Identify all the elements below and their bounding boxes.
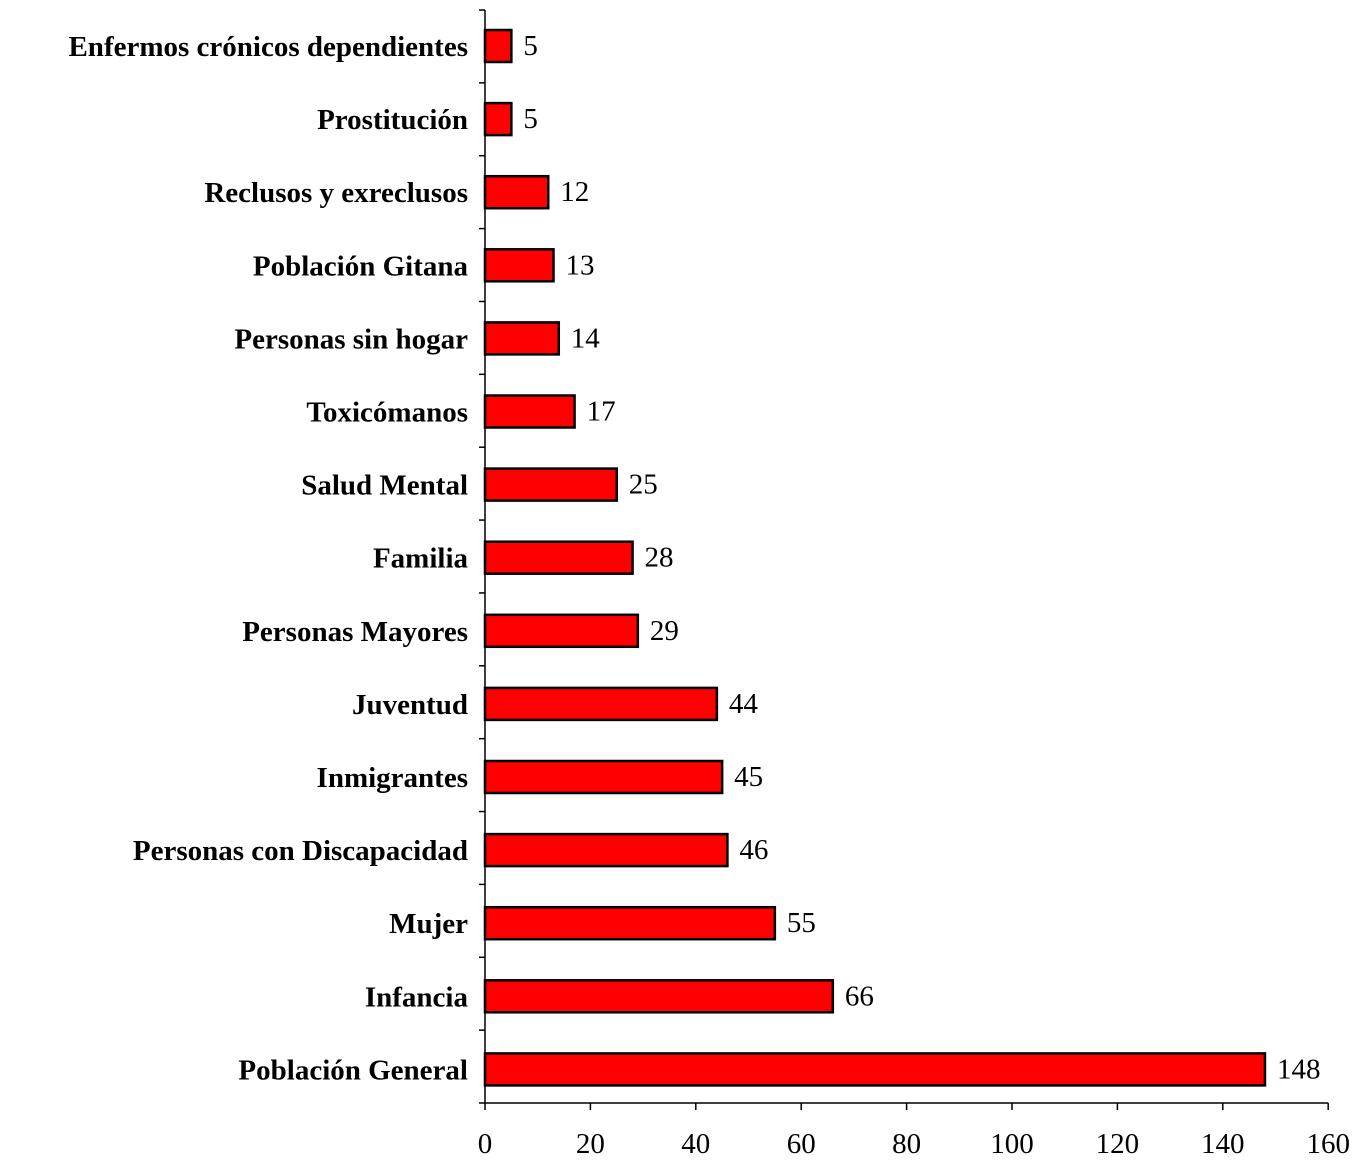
value-tick-label: 100 — [990, 1128, 1034, 1160]
bar — [483, 248, 555, 283]
bar — [483, 321, 561, 356]
bar — [483, 979, 835, 1014]
value-label: 55 — [787, 907, 816, 939]
category-label: Prostitución — [317, 104, 468, 136]
value-label: 45 — [734, 761, 763, 793]
category-label: Personas sin hogar — [234, 323, 468, 355]
bar — [483, 1052, 1267, 1087]
value-label: 17 — [587, 396, 616, 428]
category-label: Población Gitana — [253, 250, 469, 282]
category-label: Mujer — [389, 908, 468, 940]
value-label: 25 — [629, 469, 658, 501]
bar — [483, 613, 640, 649]
category-label: Juventud — [352, 689, 468, 721]
category-label: Población General — [238, 1054, 468, 1086]
value-tick-label: 40 — [681, 1128, 710, 1160]
category-label: Inmigrantes — [317, 762, 468, 794]
value-tick-label: 20 — [576, 1128, 605, 1160]
category-label: Reclusos y exreclusos — [204, 177, 468, 209]
value-label: 5 — [523, 103, 538, 135]
bar — [483, 832, 729, 868]
bar — [483, 540, 634, 575]
bar — [483, 101, 513, 137]
category-label: Familia — [373, 543, 469, 575]
bar — [483, 905, 777, 941]
category-label: Personas Mayores — [242, 616, 468, 648]
category-label: Enfermos crónicos dependientes — [68, 31, 468, 63]
value-label: 5 — [523, 30, 538, 62]
category-label: Personas con Discapacidad — [133, 835, 468, 867]
value-label: 44 — [729, 688, 759, 720]
value-label: 13 — [566, 249, 595, 281]
bar — [483, 467, 618, 502]
bar — [483, 394, 576, 429]
value-label: 28 — [645, 542, 674, 574]
category-labels: Población General Infancia Mujer Personas c… — [68, 31, 468, 1086]
bar — [483, 759, 724, 795]
bar — [483, 174, 550, 210]
value-tick-label: 60 — [787, 1128, 816, 1160]
value-label: 29 — [650, 615, 679, 647]
value-label: 66 — [845, 980, 874, 1012]
value-label: 14 — [571, 322, 601, 354]
value-label: 46 — [739, 834, 768, 866]
axes: 0 20 40 60 80 100 120 140 160 — [478, 9, 1350, 1160]
value-label: 12 — [560, 176, 589, 208]
value-tick-label: 140 — [1201, 1128, 1245, 1160]
value-tick-label: 120 — [1096, 1128, 1140, 1160]
value-tick-label: 80 — [892, 1128, 921, 1160]
bar — [483, 28, 513, 64]
value-tick-label: 0 — [478, 1128, 493, 1160]
category-label: Salud Mental — [301, 470, 468, 502]
bars-layer — [483, 28, 1267, 1087]
value-tick-label: 160 — [1306, 1128, 1350, 1160]
value-label: 148 — [1277, 1053, 1321, 1085]
category-label: Infancia — [365, 981, 469, 1013]
bar — [483, 686, 719, 722]
category-label: Toxicómanos — [306, 397, 468, 429]
